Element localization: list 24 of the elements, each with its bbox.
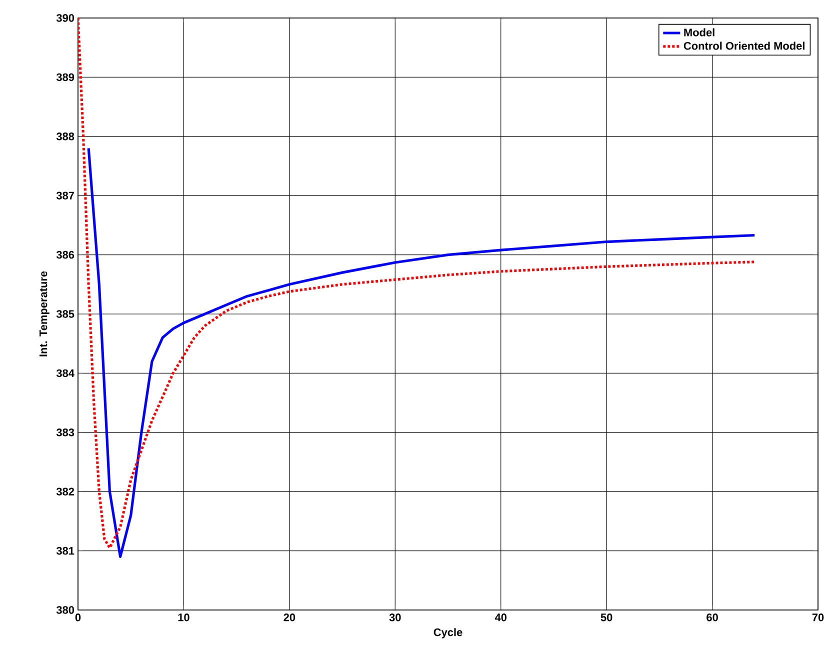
y-tick-label: 388	[56, 132, 74, 140]
x-tick-label: 60	[706, 614, 718, 622]
x-tick-label: 30	[389, 614, 401, 622]
legend-label: Control Oriented Model	[684, 42, 804, 50]
y-tick-label: 389	[56, 73, 74, 82]
y-tick-label: 386	[56, 250, 74, 259]
x-tick-label: 50	[600, 614, 612, 622]
y-tick-label: 380	[56, 606, 74, 614]
x-axis-title: Cycle	[434, 628, 462, 638]
x-tick-label: 40	[494, 614, 506, 622]
y-tick-label: 387	[56, 192, 74, 200]
y-tick-label: 381	[56, 546, 74, 555]
y-tick-label: 382	[56, 488, 74, 496]
legend-label: Model	[684, 28, 714, 36]
line-series	[87, 146, 756, 558]
y-tick-label: 385	[56, 310, 74, 318]
x-tick-label: 10	[178, 614, 190, 622]
y-tick-label: 383	[56, 428, 74, 436]
y-axis-title: Int. Temperature	[40, 271, 50, 356]
x-tick-label: 70	[812, 614, 824, 622]
y-tick-label: 390	[56, 14, 74, 22]
y-tick-label: 384	[56, 369, 74, 378]
x-tick-label: 0	[75, 614, 81, 622]
x-tick-label: 20	[284, 614, 296, 622]
